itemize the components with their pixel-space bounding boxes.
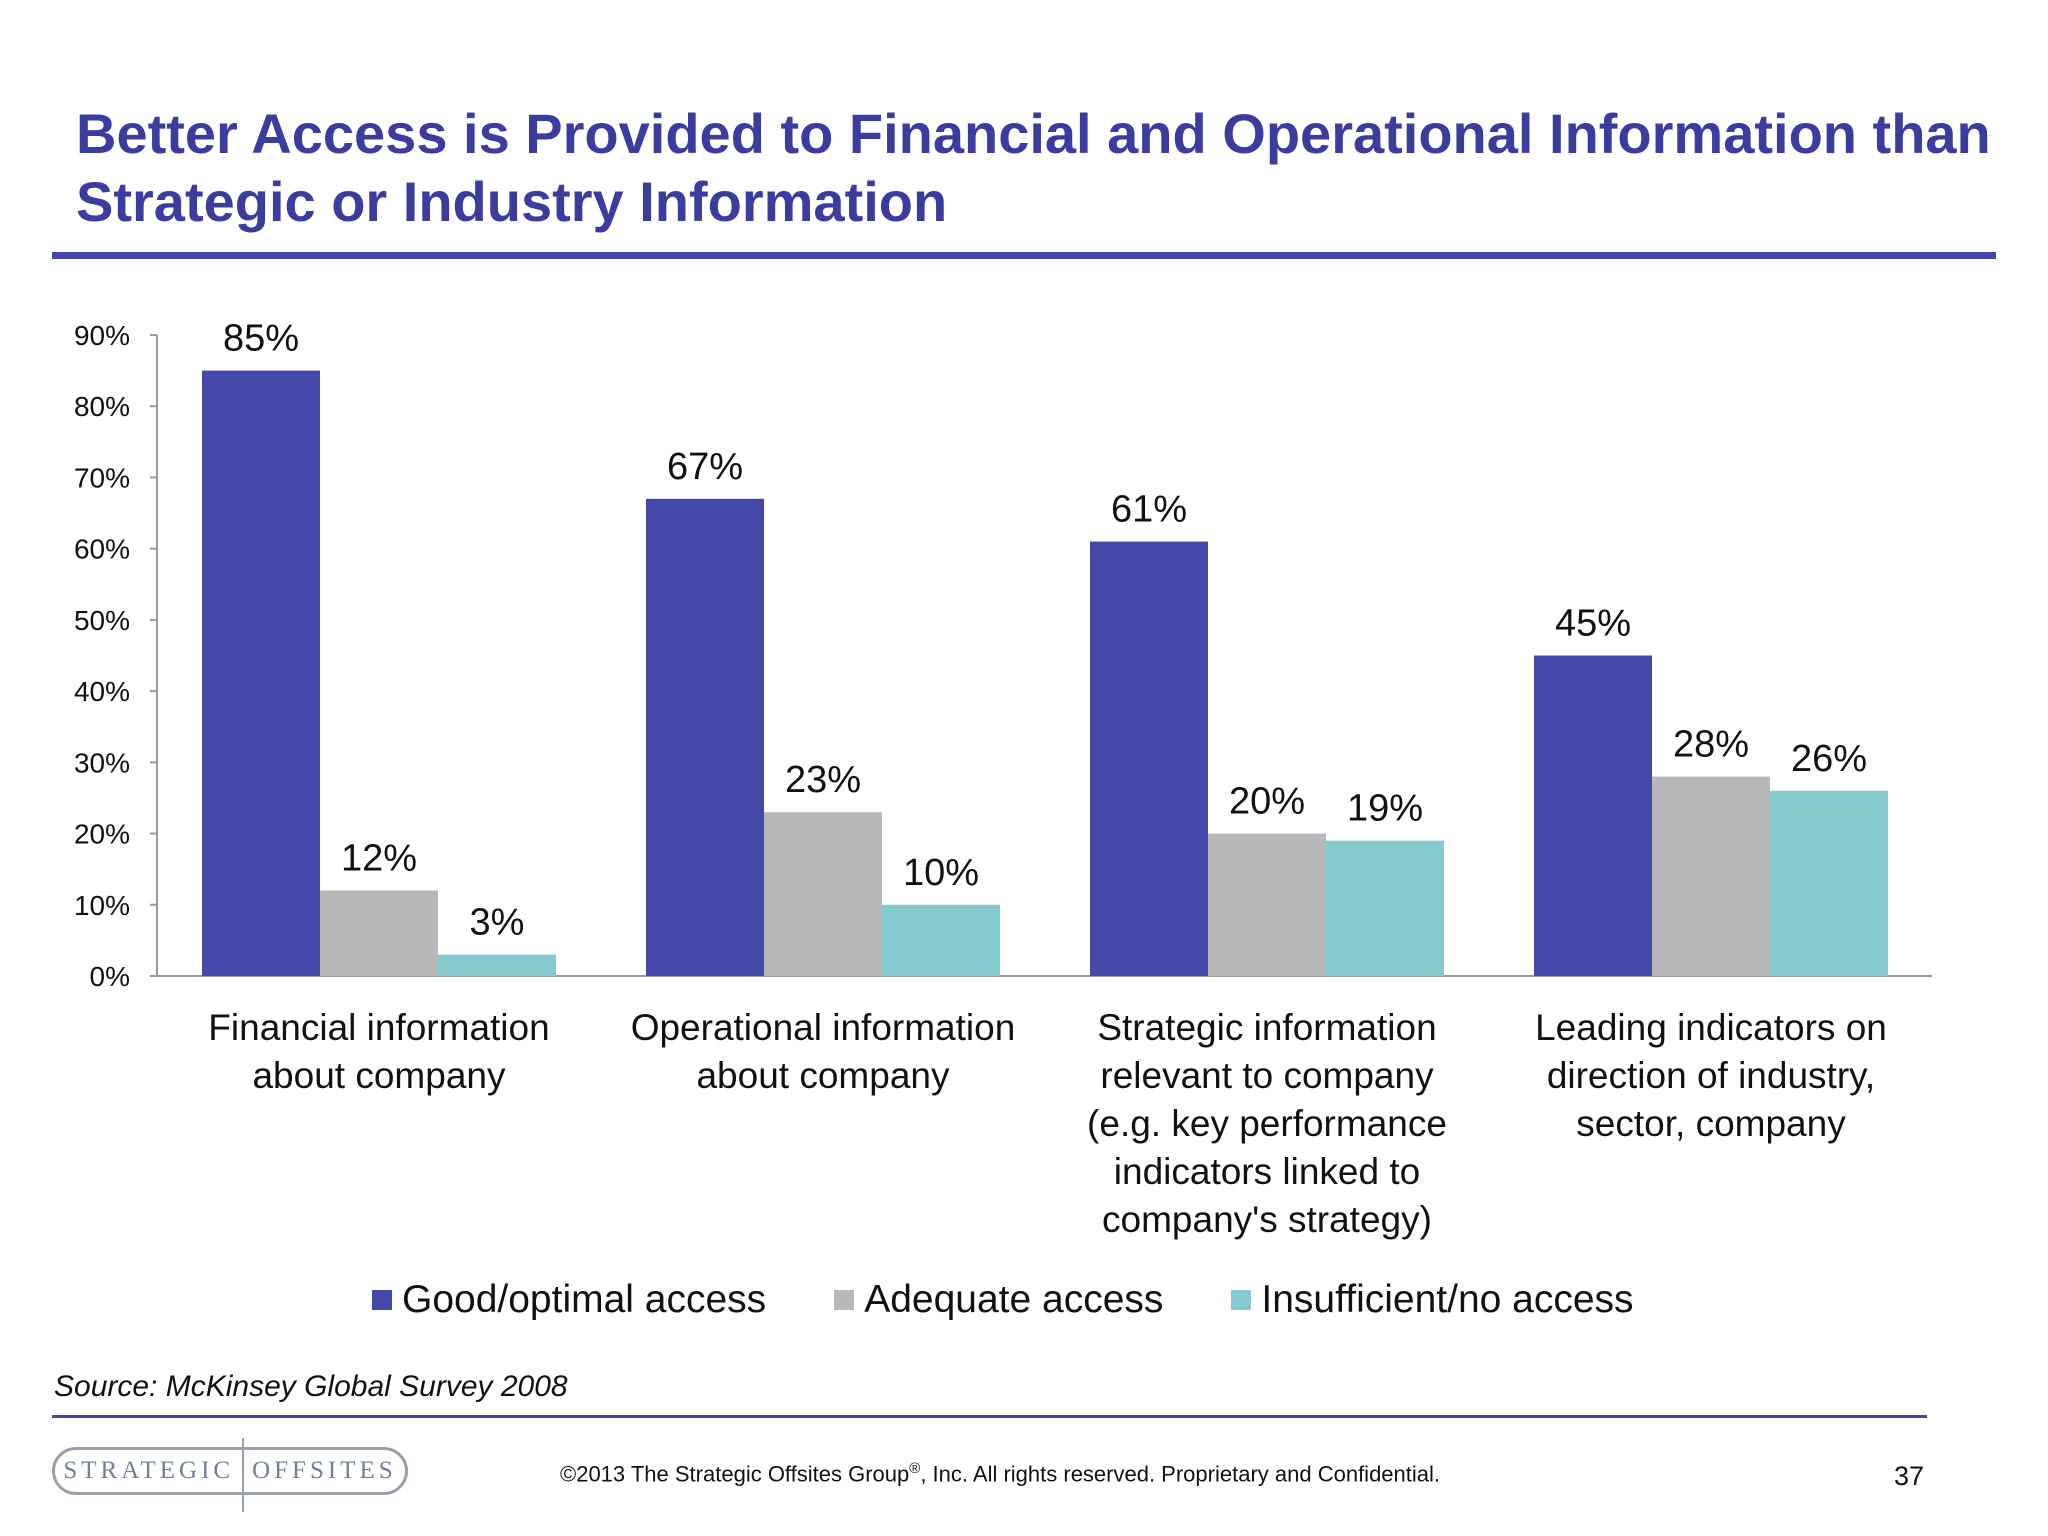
x-category-label-line: about company bbox=[252, 1055, 506, 1096]
y-tick-label: 40% bbox=[74, 676, 130, 707]
bar bbox=[764, 812, 882, 976]
y-tick-label: 70% bbox=[74, 462, 130, 493]
title-line-2: Strategic or Industry Information bbox=[76, 170, 948, 233]
company-logo: STRATEGIC OFFSITES bbox=[52, 1438, 408, 1512]
bar-chart: 0% 10% 20% 30% 40% 50% 60% 70% 80% 90% 85% 12% 3% 67… bbox=[74, 318, 1932, 1240]
bar bbox=[1090, 541, 1208, 976]
chart-legend: Good/optimal access Adequate access Insuff… bbox=[372, 1274, 1702, 1326]
bar bbox=[1208, 833, 1326, 976]
logo-text-right: OFFSITES bbox=[252, 1457, 397, 1484]
bar bbox=[320, 890, 438, 976]
bar bbox=[882, 904, 1000, 976]
legend-item: Good/optimal access bbox=[372, 1278, 766, 1322]
y-tick-label: 0% bbox=[90, 961, 130, 992]
x-category-label: Financial information about company bbox=[208, 1007, 549, 1096]
x-category-label: Strategic information relevant to company… bbox=[1087, 1007, 1447, 1240]
x-category-label-line: Strategic information bbox=[1097, 1007, 1436, 1048]
y-tick-label: 30% bbox=[74, 747, 130, 778]
source-note: Source: McKinsey Global Survey 2008 bbox=[54, 1370, 568, 1403]
legend-label: Insufficient/no access bbox=[1261, 1278, 1634, 1321]
legend-swatch bbox=[372, 1290, 392, 1310]
data-label: 23% bbox=[785, 759, 861, 801]
data-label: 67% bbox=[667, 446, 743, 488]
x-category-label-line: about company bbox=[696, 1055, 950, 1096]
bar bbox=[1534, 655, 1652, 976]
legend-swatch bbox=[1231, 1290, 1252, 1310]
bar bbox=[1652, 776, 1770, 976]
x-category-label-line: (e.g. key performance bbox=[1087, 1103, 1447, 1144]
y-tick-label: 50% bbox=[74, 605, 130, 636]
x-category-label-line: direction of industry, bbox=[1547, 1055, 1875, 1096]
x-category-label: Operational information about company bbox=[631, 1007, 1016, 1096]
bar bbox=[1770, 790, 1888, 976]
bar bbox=[1326, 840, 1444, 976]
data-label: 20% bbox=[1229, 781, 1305, 823]
x-category-label-line: Leading indicators on bbox=[1535, 1007, 1887, 1048]
x-category-label-line: Operational information bbox=[631, 1007, 1016, 1048]
y-tick-label: 90% bbox=[74, 320, 130, 351]
y-tick-label: 20% bbox=[74, 819, 130, 850]
data-label: 28% bbox=[1673, 724, 1749, 766]
logo-divider bbox=[242, 1438, 245, 1512]
data-label: 3% bbox=[470, 902, 525, 944]
chart-bars: 85% 12% 3% 67% 23% 10% 61% 20% 19% 45% 28% 26% bbox=[202, 318, 1888, 977]
data-label: 26% bbox=[1791, 738, 1867, 780]
legend-item: Adequate access bbox=[834, 1278, 1163, 1322]
bar bbox=[202, 370, 320, 977]
registered-mark: ® bbox=[909, 1460, 921, 1477]
y-tick-label: 80% bbox=[74, 391, 130, 422]
data-label: 85% bbox=[223, 318, 299, 360]
y-axis: 0% 10% 20% 30% 40% 50% 60% 70% 80% 90% bbox=[74, 320, 1932, 992]
page-title: Better Access is Provided to Financial a… bbox=[76, 100, 2036, 236]
x-category-label-line: relevant to company bbox=[1100, 1055, 1434, 1096]
title-divider bbox=[52, 252, 1996, 259]
copyright-suffix: , Inc. All rights reserved. Proprietary … bbox=[920, 1461, 1441, 1487]
x-category-label-line: sector, company bbox=[1576, 1103, 1846, 1144]
legend-item: Insufficient/no access bbox=[1231, 1278, 1634, 1322]
bar bbox=[438, 954, 556, 976]
y-tick-label: 60% bbox=[74, 534, 130, 565]
bar bbox=[646, 498, 764, 976]
legend-swatch bbox=[834, 1290, 855, 1310]
data-label: 10% bbox=[903, 852, 979, 894]
data-label: 61% bbox=[1111, 489, 1187, 531]
legend-label: Adequate access bbox=[864, 1278, 1164, 1321]
copyright-notice: ©2013 The Strategic Offsites Group®, Inc… bbox=[560, 1460, 1440, 1487]
y-tick-label: 10% bbox=[74, 890, 130, 921]
x-category-label-line: indicators linked to bbox=[1114, 1151, 1420, 1192]
x-category-label-line: company's strategy) bbox=[1102, 1199, 1432, 1240]
data-label: 12% bbox=[341, 838, 417, 880]
legend-label: Good/optimal access bbox=[402, 1278, 767, 1321]
page-number: 37 bbox=[1894, 1461, 1925, 1491]
data-label: 45% bbox=[1555, 603, 1631, 645]
x-category-label-line: Financial information bbox=[208, 1007, 549, 1048]
copyright-prefix: ©2013 The Strategic Offsites Group bbox=[560, 1461, 910, 1487]
x-category-label: Leading indicators on direction of indust… bbox=[1535, 1007, 1887, 1144]
footer-divider bbox=[52, 1415, 1927, 1418]
title-line-1: Better Access is Provided to Financial a… bbox=[76, 102, 1991, 165]
category-labels: Financial information about companyOperat… bbox=[208, 1007, 1887, 1240]
logo-text-left: STRATEGIC bbox=[63, 1457, 235, 1484]
data-label: 19% bbox=[1347, 788, 1423, 830]
